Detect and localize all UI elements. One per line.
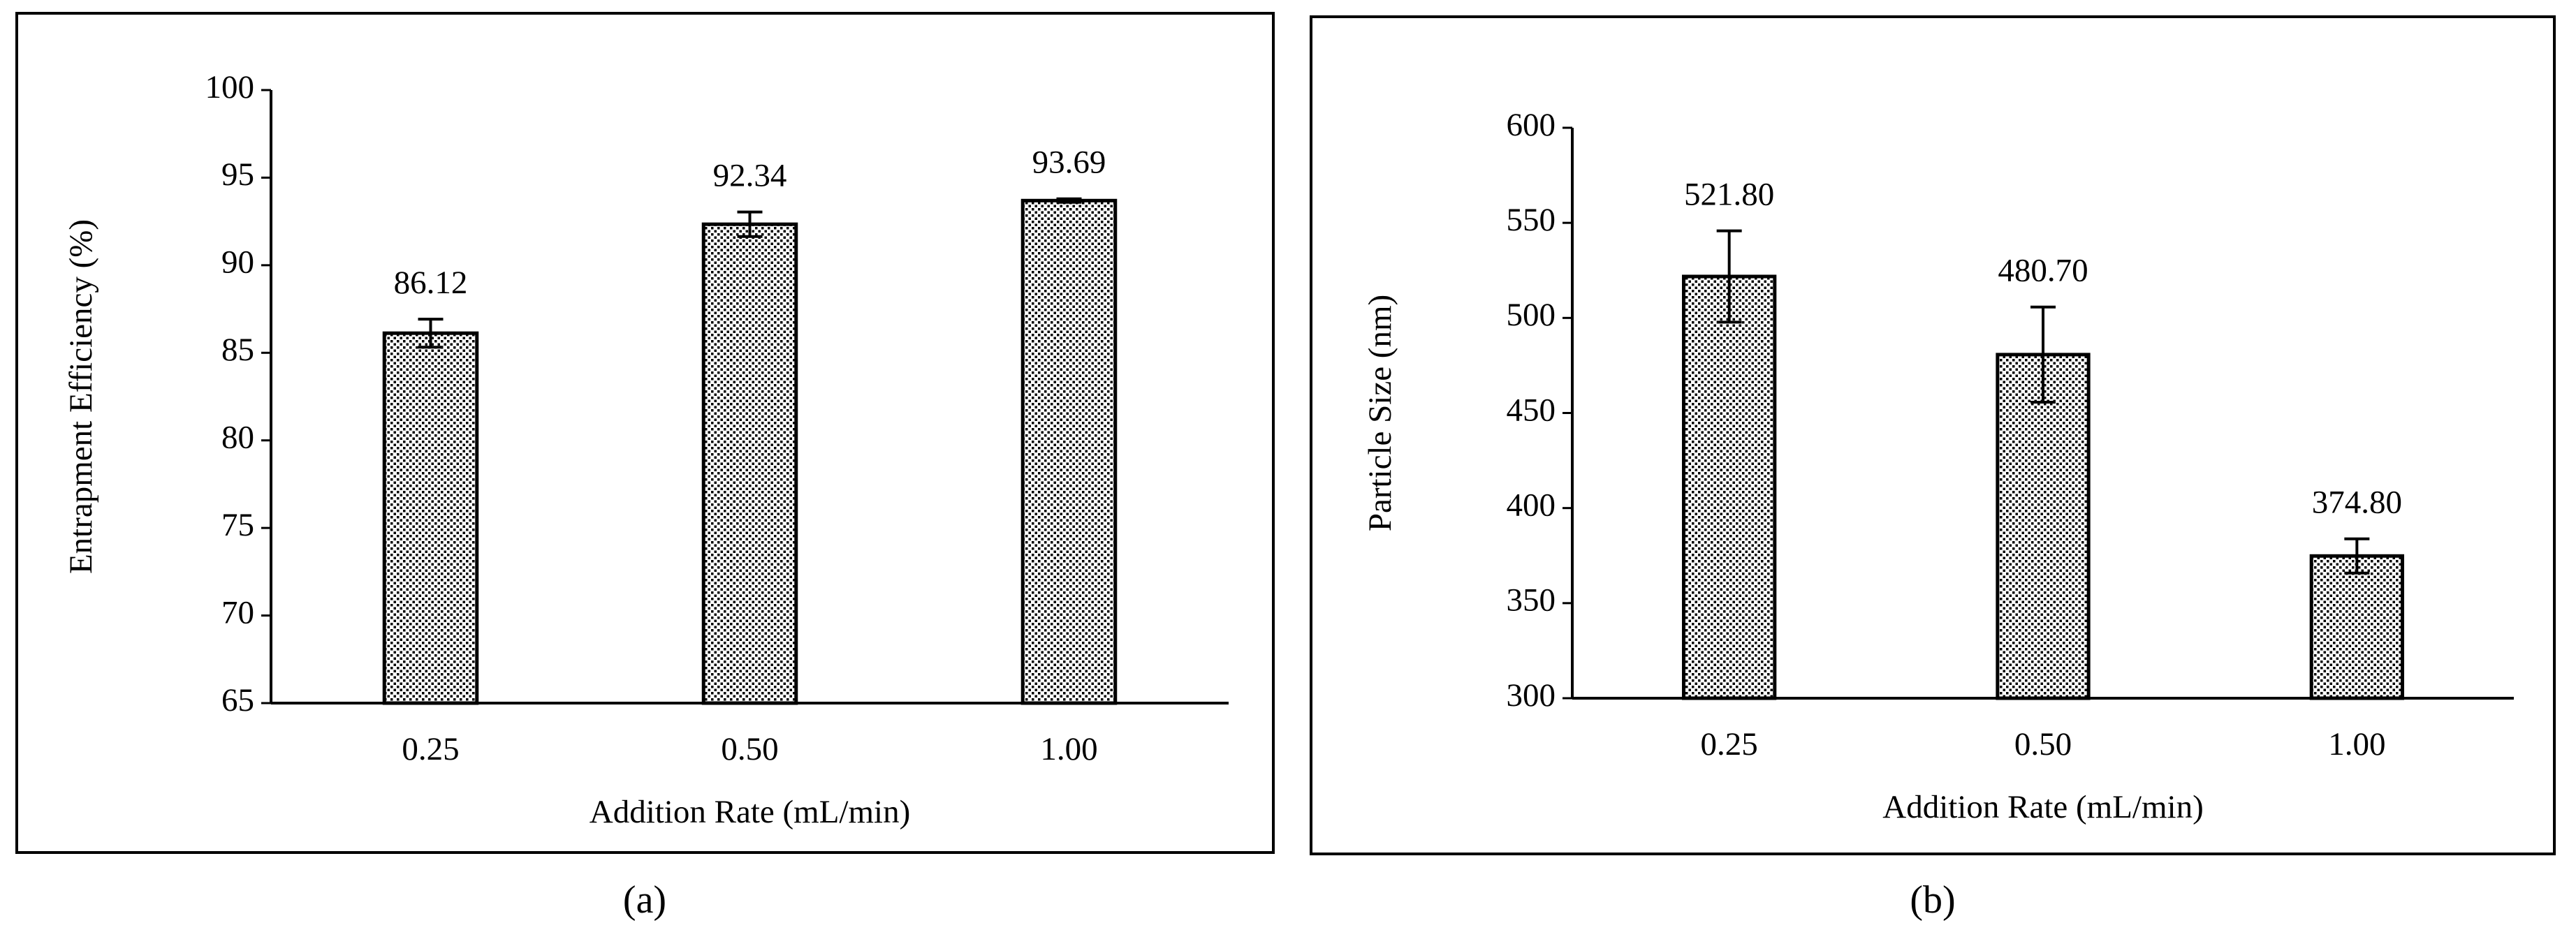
y-tick-label: 500 bbox=[1507, 297, 1556, 333]
caption: (a) bbox=[623, 878, 666, 922]
y-tick-label: 95 bbox=[221, 156, 254, 193]
y-tick-label: 400 bbox=[1507, 487, 1556, 523]
x-axis-title: Addition Rate (mL/min) bbox=[590, 794, 911, 830]
y-tick-label: 550 bbox=[1507, 202, 1556, 238]
data-label: 86.12 bbox=[394, 265, 468, 301]
x-tick-label: 0.25 bbox=[402, 731, 459, 767]
error-bar bbox=[418, 318, 444, 349]
bar bbox=[1682, 274, 1777, 700]
y-tick-label: 85 bbox=[221, 332, 254, 368]
error-bar bbox=[737, 210, 763, 238]
panel-frame bbox=[15, 12, 1275, 854]
data-label: 521.80 bbox=[1684, 176, 1774, 212]
x-axis-title: Addition Rate (mL/min) bbox=[1882, 789, 2204, 825]
y-axis-title: Entrapment Efficiency (%) bbox=[63, 219, 99, 574]
y-tick-label: 65 bbox=[221, 682, 254, 718]
data-label: 374.80 bbox=[2312, 485, 2402, 521]
y-tick-label: 70 bbox=[221, 594, 254, 630]
x-tick-label: 1.00 bbox=[1040, 731, 1097, 767]
caption: (b) bbox=[1910, 878, 1955, 922]
error-bar bbox=[2030, 305, 2056, 404]
error-bar bbox=[2344, 537, 2370, 575]
bar bbox=[2309, 554, 2404, 700]
x-tick-label: 1.00 bbox=[2328, 726, 2385, 762]
y-tick-label: 450 bbox=[1507, 392, 1556, 428]
x-tick-label: 0.50 bbox=[721, 731, 778, 767]
error-bar bbox=[1056, 197, 1082, 204]
y-tick-label: 600 bbox=[1507, 107, 1556, 143]
data-label: 92.34 bbox=[713, 157, 787, 193]
bar bbox=[1020, 198, 1118, 705]
y-tick-label: 80 bbox=[221, 419, 254, 455]
data-label: 480.70 bbox=[1998, 253, 2088, 289]
y-tick-label: 300 bbox=[1507, 677, 1556, 714]
y-tick-label: 75 bbox=[221, 507, 254, 543]
bar bbox=[701, 222, 798, 705]
error-bar bbox=[1716, 229, 1742, 324]
y-axis-title: Particle Size (nm) bbox=[1362, 295, 1398, 531]
panel-frame bbox=[1310, 15, 2556, 855]
y-tick-label: 350 bbox=[1507, 582, 1556, 619]
bar bbox=[382, 331, 479, 705]
y-tick-label: 100 bbox=[205, 69, 255, 105]
y-tick-label: 90 bbox=[221, 244, 254, 281]
bar bbox=[1996, 353, 2091, 700]
x-tick-label: 0.50 bbox=[2014, 726, 2072, 762]
data-label: 93.69 bbox=[1032, 145, 1106, 181]
x-tick-label: 0.25 bbox=[1701, 726, 1758, 762]
